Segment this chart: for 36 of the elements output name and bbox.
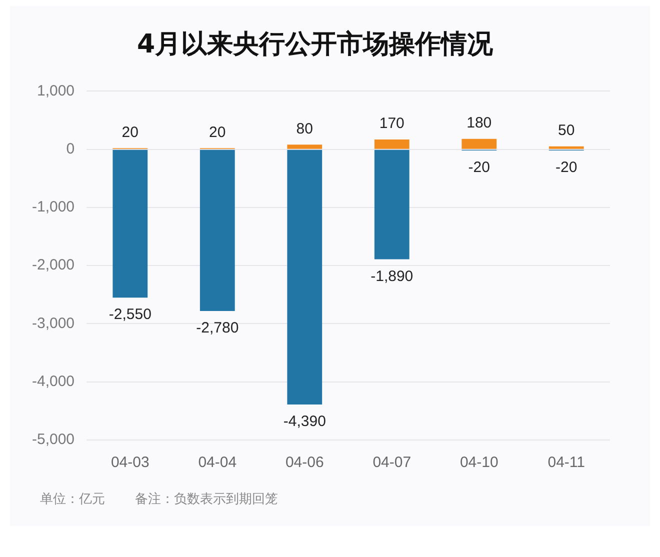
y-tick-label: -1,000 (32, 198, 75, 216)
data-label: -4,390 (283, 413, 326, 430)
y-tick-label: 1,000 (36, 82, 75, 100)
bar (548, 146, 584, 149)
x-tick-label: 04-07 (372, 454, 412, 472)
x-tick-label: 04-04 (198, 454, 237, 472)
data-label: 180 (466, 114, 492, 132)
data-label: -20 (556, 159, 578, 176)
x-tick-label: 04-11 (548, 454, 586, 472)
data-label: -20 (468, 159, 490, 176)
data-label: -2,550 (108, 306, 152, 324)
data-label: 20 (209, 124, 226, 141)
chart-title: 4月以来央行公开市场操作情况 (136, 29, 494, 60)
data-label: 20 (122, 124, 138, 141)
y-tick-label: -2,000 (32, 256, 75, 274)
bar (112, 150, 148, 298)
y-tick-label: -5,000 (32, 431, 75, 448)
data-label: -2,780 (196, 320, 239, 337)
bar (462, 138, 497, 149)
data-label: 170 (379, 115, 404, 132)
y-tick-label: -4,000 (32, 373, 75, 390)
x-tick-label: 04-10 (460, 454, 498, 472)
text: 备注：负数表示到期回笼 (135, 492, 278, 507)
data-label: 50 (558, 122, 575, 140)
y-tick-label: 0 (66, 140, 75, 158)
bar (200, 150, 235, 311)
bar (287, 144, 322, 149)
x-tick-label: 04-03 (110, 454, 150, 472)
data-label: 80 (296, 120, 313, 138)
text: 单位：亿元 (40, 492, 105, 507)
bar (287, 150, 322, 405)
x-tick-label: 04-06 (285, 454, 324, 472)
bar (374, 139, 410, 149)
y-tick-label: -3,000 (32, 314, 75, 332)
bar (374, 150, 410, 260)
data-label: -1,890 (370, 268, 414, 285)
